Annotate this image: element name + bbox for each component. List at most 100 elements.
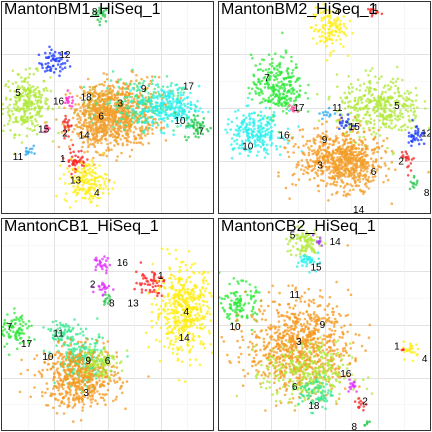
data-point xyxy=(178,86,181,90)
data-point xyxy=(32,144,36,148)
data-point xyxy=(335,9,339,13)
data-point xyxy=(101,116,105,119)
data-point xyxy=(140,136,144,140)
data-point xyxy=(15,108,19,112)
data-point xyxy=(356,101,360,104)
data-point xyxy=(185,336,188,339)
data-point xyxy=(88,182,91,186)
data-point xyxy=(318,112,321,115)
data-point xyxy=(327,18,331,22)
data-point xyxy=(126,86,129,89)
data-point xyxy=(371,13,374,16)
data-point xyxy=(252,123,256,126)
data-point xyxy=(306,172,310,175)
data-point xyxy=(257,68,260,72)
data-point xyxy=(369,87,373,90)
data-point xyxy=(103,285,107,289)
data-point xyxy=(266,152,270,156)
data-point xyxy=(98,6,101,10)
data-point xyxy=(307,151,311,155)
data-point xyxy=(358,138,361,141)
data-point xyxy=(186,313,190,316)
data-point xyxy=(156,291,159,295)
data-point xyxy=(325,120,328,124)
data-point xyxy=(343,107,347,110)
data-point xyxy=(397,95,401,98)
data-point xyxy=(174,337,178,341)
data-point xyxy=(364,69,368,72)
data-point xyxy=(83,196,87,200)
data-point xyxy=(93,95,97,98)
data-point xyxy=(384,174,388,178)
data-point xyxy=(181,99,185,102)
data-point xyxy=(93,113,97,117)
data-point xyxy=(177,112,180,115)
data-point xyxy=(142,129,146,132)
data-point xyxy=(35,67,39,70)
data-point xyxy=(138,81,141,85)
data-point xyxy=(113,144,116,147)
data-point xyxy=(358,89,362,92)
data-point xyxy=(317,119,321,122)
data-point xyxy=(126,128,129,132)
data-point xyxy=(331,29,334,32)
data-point xyxy=(403,123,407,127)
data-point xyxy=(265,148,269,152)
data-point xyxy=(284,51,288,54)
data-point xyxy=(416,179,419,183)
data-point xyxy=(131,108,135,111)
data-point xyxy=(334,135,338,138)
data-point xyxy=(271,61,274,65)
data-point xyxy=(304,91,307,95)
data-point xyxy=(94,265,98,269)
data-point xyxy=(319,11,323,15)
data-point xyxy=(340,167,344,171)
data-point xyxy=(323,149,327,152)
data-point xyxy=(332,159,336,163)
data-point xyxy=(209,343,213,346)
data-point xyxy=(263,114,266,118)
data-point xyxy=(197,298,201,301)
data-point xyxy=(398,111,402,115)
data-point xyxy=(346,54,350,58)
data-point xyxy=(116,96,119,99)
data-point xyxy=(151,96,154,99)
data-point xyxy=(68,92,72,95)
data-point xyxy=(338,31,341,34)
data-point xyxy=(166,318,169,322)
data-point xyxy=(146,132,150,135)
data-point xyxy=(90,401,93,404)
data-point xyxy=(59,323,63,327)
data-point xyxy=(372,8,375,11)
data-point xyxy=(230,143,233,146)
data-point xyxy=(255,154,259,157)
data-point xyxy=(380,12,384,16)
data-point xyxy=(103,109,107,112)
data-point xyxy=(324,110,327,113)
data-point xyxy=(286,67,290,70)
data-point xyxy=(13,136,16,139)
data-point xyxy=(394,124,397,127)
data-point xyxy=(320,179,323,182)
data-point xyxy=(261,69,265,73)
data-point xyxy=(364,153,368,157)
data-point xyxy=(385,114,389,118)
data-point xyxy=(323,40,326,44)
data-point xyxy=(207,129,210,133)
data-point xyxy=(412,157,415,160)
data-point xyxy=(42,326,45,329)
cluster-16-points xyxy=(64,89,75,108)
data-point xyxy=(351,31,354,35)
data-point xyxy=(389,80,393,84)
data-point xyxy=(262,134,266,137)
data-point xyxy=(155,106,158,109)
data-point xyxy=(74,200,78,203)
data-point xyxy=(73,342,76,346)
data-point xyxy=(328,152,331,155)
data-point xyxy=(157,75,161,79)
data-point xyxy=(397,100,401,103)
data-point xyxy=(322,3,325,6)
cluster-16-points xyxy=(93,255,112,275)
data-point xyxy=(324,184,328,188)
data-point xyxy=(338,147,341,151)
